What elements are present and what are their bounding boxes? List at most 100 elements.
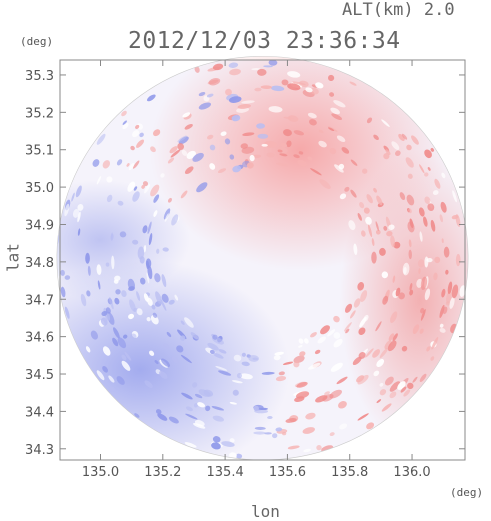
echo-speckle xyxy=(75,185,82,198)
echo-speckle xyxy=(136,139,145,148)
y-tick-label: 35.3 xyxy=(25,69,54,84)
echo-speckle xyxy=(232,165,242,173)
echo-speckle xyxy=(441,172,446,179)
echo-speckle xyxy=(152,312,158,318)
echo-speckle xyxy=(135,124,140,129)
echo-speckle xyxy=(161,274,167,288)
echo-speckle xyxy=(280,143,288,148)
echo-speckle xyxy=(220,131,227,136)
echo-speckle xyxy=(314,349,321,355)
echo-speckle xyxy=(85,346,91,353)
echo-speckle xyxy=(146,272,150,284)
echo-speckle xyxy=(303,448,311,453)
y-tick-label: 34.9 xyxy=(25,218,54,233)
echo-speckle xyxy=(274,351,285,356)
echo-speckle xyxy=(184,442,197,448)
echo-speckle xyxy=(273,354,281,361)
echo-speckle xyxy=(430,219,436,232)
echo-speckle xyxy=(117,200,124,206)
echo-speckle xyxy=(381,403,392,412)
echo-speckle xyxy=(350,310,356,319)
echo-speckle xyxy=(268,59,278,66)
echo-speckle xyxy=(150,184,160,197)
echo-speckle xyxy=(387,340,397,352)
echo-speckle xyxy=(411,135,419,145)
echo-speckle xyxy=(181,392,193,400)
echo-speckle xyxy=(406,194,415,206)
echo-speckle xyxy=(279,153,288,157)
echo-speckle xyxy=(445,301,451,306)
echo-speckle xyxy=(379,247,386,256)
echo-speckle xyxy=(419,328,424,334)
echo-speckle xyxy=(137,246,145,260)
echo-speckle xyxy=(160,173,165,178)
echo-speckle xyxy=(331,113,343,121)
echo-speckle xyxy=(408,239,412,248)
echo-speckle xyxy=(110,233,114,241)
echo-speckle xyxy=(180,335,186,341)
echo-speckle xyxy=(371,251,377,264)
echo-speckle xyxy=(365,216,372,225)
echo-speckle xyxy=(320,325,330,335)
y-tick-label: 34.6 xyxy=(25,331,54,346)
echo-speckle xyxy=(266,152,275,158)
echo-speckle xyxy=(384,340,392,350)
echo-speckle xyxy=(408,208,412,214)
echo-speckle xyxy=(315,395,328,403)
echo-speckle xyxy=(388,224,395,230)
echo-speckle xyxy=(442,306,448,315)
echo-speckle xyxy=(163,208,171,220)
echo-speckle xyxy=(161,293,169,303)
echo-speckle xyxy=(452,190,457,203)
echo-speckle xyxy=(106,176,113,183)
echo-speckle xyxy=(233,354,242,362)
echo-speckle xyxy=(375,221,379,231)
echo-speckle xyxy=(329,148,337,155)
y-axis-ticks: 35.3 35.2 35.1 35.0 34.9 34.8 34.7 34.6 34.5 34.4… xyxy=(25,69,465,458)
echo-speckle xyxy=(86,290,91,297)
echo-speckle xyxy=(441,238,444,243)
echo-speckle xyxy=(211,442,221,450)
echo-speckle xyxy=(182,112,191,118)
echo-speckle xyxy=(330,362,343,372)
echo-speckle xyxy=(203,389,214,397)
echo-speckle xyxy=(293,154,300,159)
echo-speckle xyxy=(375,321,382,332)
echo-speckle xyxy=(108,375,115,383)
echo-speckle xyxy=(194,419,205,427)
echo-speckle xyxy=(418,268,421,275)
y-tick-label: 34.3 xyxy=(25,443,54,458)
echo-speckle xyxy=(141,184,146,189)
y-tick-label: 35.2 xyxy=(25,106,54,121)
echo-speckle xyxy=(132,160,140,169)
echo-speckle xyxy=(178,136,189,145)
echo-speckle xyxy=(439,304,445,319)
echo-speckle xyxy=(418,207,425,217)
echo-speckle xyxy=(102,160,111,169)
echo-speckle xyxy=(393,241,401,249)
echo-speckle xyxy=(146,317,151,322)
echo-speckle xyxy=(122,122,129,130)
echo-speckle xyxy=(297,159,308,167)
echo-speckle xyxy=(132,191,140,202)
echo-speckle xyxy=(184,123,193,130)
echo-speckle xyxy=(167,197,172,203)
echo-speckle xyxy=(128,313,135,320)
echo-speckle xyxy=(209,349,215,355)
echo-speckle xyxy=(412,324,420,334)
echo-speckle xyxy=(285,418,297,423)
echo-speckle xyxy=(168,416,179,424)
echo-speckle xyxy=(241,100,255,104)
echo-speckle xyxy=(407,173,413,179)
echo-speckle xyxy=(170,149,181,158)
echo-speckle xyxy=(277,149,283,153)
echo-speckle xyxy=(443,246,450,258)
echo-speckle xyxy=(339,193,347,200)
echo-speckle xyxy=(455,214,461,227)
echo-speckle xyxy=(403,389,411,397)
echo-speckle xyxy=(171,356,180,364)
echo-speckle xyxy=(155,291,163,305)
echo-speckle xyxy=(197,402,206,408)
echo-speckle xyxy=(60,286,66,298)
echo-speckle xyxy=(144,184,151,194)
